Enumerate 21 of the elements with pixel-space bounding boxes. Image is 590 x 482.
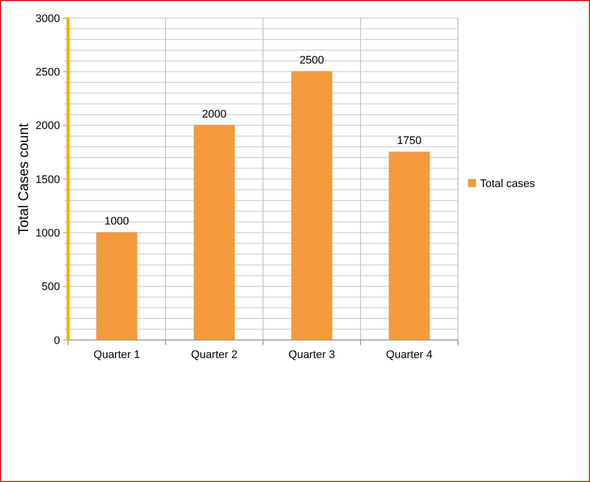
y-tick-label: 1000 — [36, 228, 60, 240]
bar — [96, 232, 138, 340]
x-tick-label: Quarter 2 — [191, 349, 238, 361]
y-tick-label: 3000 — [36, 12, 60, 25]
y-tick-label: 0 — [54, 334, 60, 347]
y-tick-label: 500 — [42, 281, 60, 294]
x-tick-label: Quarter 4 — [386, 349, 432, 361]
bar — [194, 124, 235, 340]
x-tick-label: Quarter 3 — [288, 349, 335, 361]
data-label: 1750 — [397, 135, 422, 148]
legend-label: Total cases — [480, 178, 536, 190]
y-tick-label: 2500 — [36, 66, 60, 79]
data-label: 2000 — [202, 108, 226, 120]
data-label: 1000 — [104, 216, 129, 228]
y-tick-label: 1500 — [36, 174, 60, 186]
bar — [388, 152, 430, 340]
data-label: 2500 — [300, 54, 324, 67]
y-axis-title: Total Cases count — [15, 123, 31, 235]
bar — [291, 71, 332, 340]
y-tick-label: 2000 — [36, 120, 60, 132]
x-tick-label: Quarter 1 — [94, 349, 140, 361]
